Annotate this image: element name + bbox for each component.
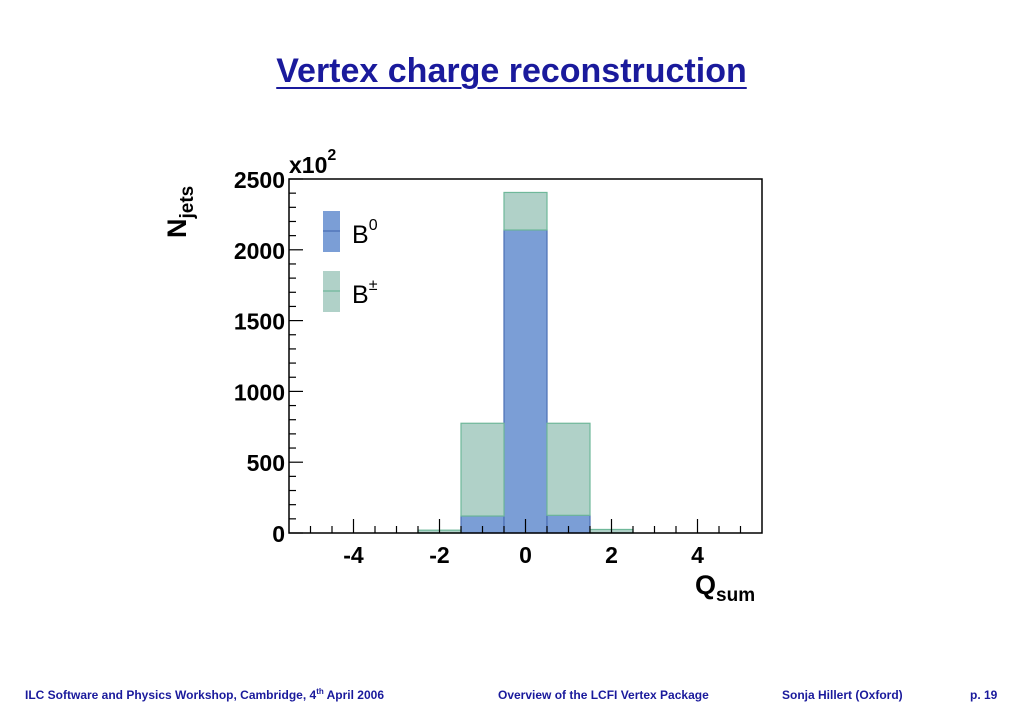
- x-tick-label: -2: [429, 542, 449, 568]
- labels-layer: 0 500 1000 1500 2000 2500 -4 -2 0 2 4 x102 Qsum Njets: [162, 147, 755, 606]
- bars-layer: [417, 191, 634, 534]
- legend-label: B0: [352, 217, 378, 249]
- legend: B0 B±: [323, 211, 378, 312]
- bar-series1-bin6: [546, 422, 591, 516]
- ticks-layer: [289, 178, 742, 534]
- legend-label: B±: [352, 277, 378, 309]
- y-axis-multiplier: x102: [289, 147, 336, 178]
- bar-series1-bin5: [503, 191, 548, 231]
- x-tick-label: 4: [691, 542, 704, 568]
- y-tick-label: 1500: [234, 309, 285, 335]
- x-tick-label: -4: [343, 542, 364, 568]
- y-axis-label-subscript: jets: [177, 186, 198, 220]
- x-axis-label-subscript: sum: [716, 585, 755, 606]
- legend-label-superscript: ±: [369, 277, 378, 294]
- x-tick-label: 0: [519, 542, 532, 568]
- x-tick-label: 2: [605, 542, 618, 568]
- y-tick-label: 1000: [234, 379, 285, 405]
- footer-overview: Overview of the LCFI Vertex Package: [498, 688, 709, 702]
- footer-page-number: p. 19: [970, 688, 998, 702]
- x-axis-label: Qsum: [695, 570, 755, 606]
- y-tick-label: 500: [247, 450, 285, 476]
- footer-workshop: ILC Software and Physics Workshop, Cambr…: [25, 687, 385, 703]
- y-tick-label: 0: [272, 521, 285, 547]
- y-axis-label: Njets: [162, 186, 198, 238]
- bar-series0-bin5: [503, 229, 548, 534]
- y-tick-label: 2000: [234, 238, 285, 264]
- slide-title: Vertex charge reconstruction: [276, 52, 747, 90]
- bar-series1-bin4: [460, 422, 505, 517]
- footer-author: Sonja Hillert (Oxford): [782, 688, 903, 702]
- y-tick-label: 2500: [234, 167, 285, 193]
- legend-label-superscript: 0: [369, 217, 378, 234]
- y-axis-multiplier-exponent: 2: [327, 147, 336, 164]
